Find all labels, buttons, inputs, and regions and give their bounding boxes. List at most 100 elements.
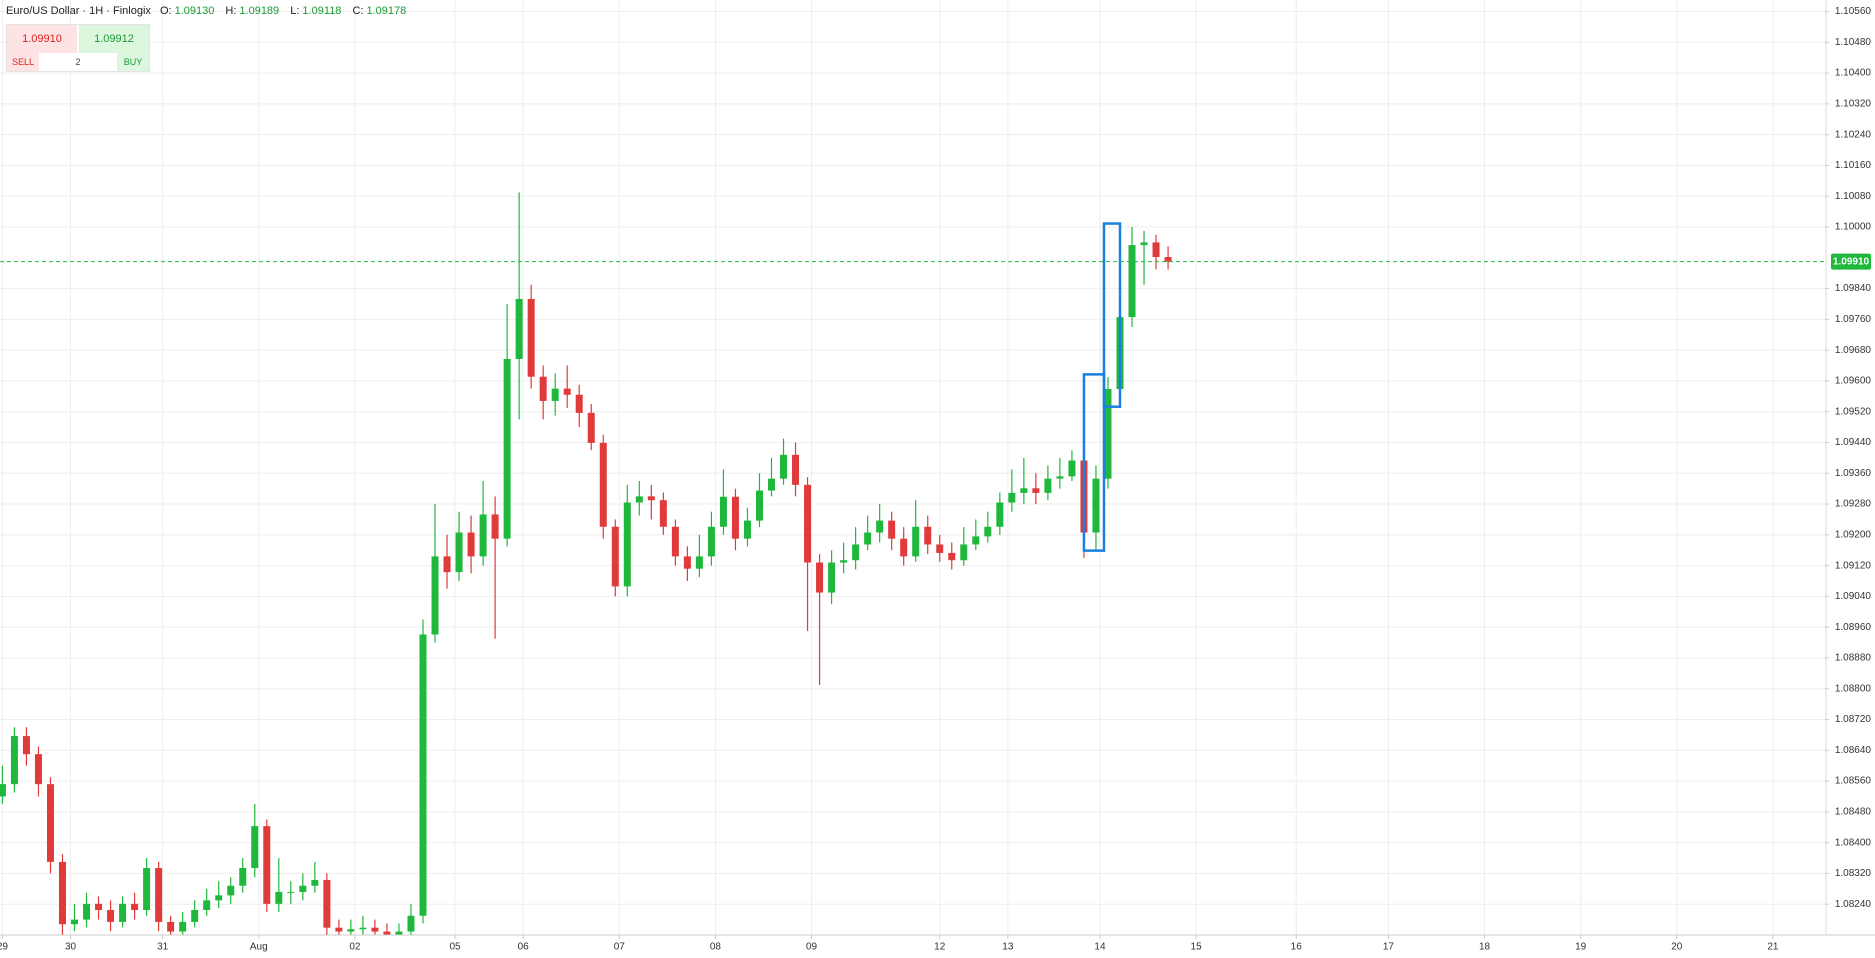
x-tick-label: 12 xyxy=(934,942,946,953)
ohlc-key: O: xyxy=(159,5,172,17)
x-tick-label: 16 xyxy=(1291,942,1303,953)
x-tick-label: 29 xyxy=(0,942,8,953)
candle-body xyxy=(10,736,18,785)
candle-body xyxy=(46,784,54,862)
candle-body xyxy=(635,496,643,503)
quantity-input[interactable]: 2 xyxy=(75,57,81,67)
buy-button[interactable]: BUY xyxy=(117,53,149,71)
candle-body xyxy=(563,388,571,395)
x-tick-label: 30 xyxy=(65,942,77,953)
candle-body xyxy=(719,496,727,527)
candle-body xyxy=(695,556,703,569)
candle-body xyxy=(731,496,739,539)
candle-body xyxy=(143,868,151,910)
chart-header: Euro/US Dollar · 1H · Finlogix O: 1.09130… xyxy=(6,5,407,17)
symbol: Euro/US Dollar xyxy=(6,5,80,17)
candle-body xyxy=(371,927,379,932)
candle-body xyxy=(755,490,763,521)
highlight-box xyxy=(1102,222,1122,408)
candle-body xyxy=(167,921,175,932)
last-price-label: 1.09910 xyxy=(1833,256,1870,267)
candle-body xyxy=(1128,245,1136,318)
x-tick-label: 21 xyxy=(1767,942,1779,953)
x-tick-label: 08 xyxy=(710,942,722,953)
x-tick-label: 31 xyxy=(157,942,169,953)
candle-body xyxy=(1008,492,1016,503)
candle-body xyxy=(527,298,535,377)
candle-body xyxy=(107,909,115,922)
x-tick-label: 13 xyxy=(1002,942,1014,953)
candle-body xyxy=(828,562,836,593)
candle-body xyxy=(239,868,247,886)
candle-body xyxy=(743,520,751,539)
y-tick-label: 1.08960 xyxy=(1835,622,1872,633)
x-tick-label: 05 xyxy=(449,942,461,953)
y-tick-label: 1.09520 xyxy=(1835,406,1872,417)
sell-button[interactable]: SELL xyxy=(7,53,39,71)
x-tick-label: 06 xyxy=(518,942,530,953)
candle-body xyxy=(671,526,679,557)
candle-body xyxy=(539,376,547,401)
candle-body xyxy=(816,562,824,593)
candle-body xyxy=(383,931,391,935)
candle-body xyxy=(215,895,223,901)
candle-body xyxy=(1056,476,1064,479)
candle-body xyxy=(780,454,788,479)
last-price-tag xyxy=(1831,253,1871,270)
candle-body xyxy=(960,544,968,561)
candle-body xyxy=(888,520,896,539)
candle-body xyxy=(1020,488,1028,493)
candle-body xyxy=(58,861,66,925)
candle-body xyxy=(275,891,283,904)
candle-body xyxy=(287,891,295,893)
candle-body xyxy=(455,532,463,573)
ohlc-value: 1.09178 xyxy=(366,5,407,17)
candle-body xyxy=(431,556,439,635)
y-tick-label: 1.09120 xyxy=(1835,560,1872,571)
candle-body xyxy=(443,556,451,573)
candle-body xyxy=(491,514,499,539)
y-tick-label: 1.09680 xyxy=(1835,345,1872,356)
y-tick-label: 1.09760 xyxy=(1835,314,1872,325)
candle-body xyxy=(71,919,79,925)
buy-price[interactable]: 1.09912 xyxy=(79,25,149,53)
candle-body xyxy=(335,927,343,932)
candle-body xyxy=(251,826,259,869)
candle-body xyxy=(647,496,655,501)
sell-price[interactable]: 1.09910 xyxy=(7,25,77,53)
y-tick-label: 1.09600 xyxy=(1835,376,1872,387)
candle-body xyxy=(467,532,475,557)
candle-body xyxy=(912,526,920,557)
interval: 1H xyxy=(89,5,104,17)
axes: 1.10560 1.10480 1.10400 1.10320 1.10240 1.101… xyxy=(0,6,1871,952)
candle-body xyxy=(1068,460,1076,477)
ohlc-value: 1.09118 xyxy=(302,5,342,17)
candle-body xyxy=(479,514,487,557)
y-tick-label: 1.09360 xyxy=(1835,468,1872,479)
candle-body xyxy=(792,454,800,485)
candle-body xyxy=(1152,242,1160,258)
candle-body xyxy=(575,394,583,413)
ohlc-value: 1.09189 xyxy=(239,5,280,17)
x-tick-label: 15 xyxy=(1191,942,1203,953)
candle-body xyxy=(34,754,42,785)
candle-body xyxy=(119,903,127,922)
ohlc-value: 1.09130 xyxy=(174,5,215,17)
candle-body xyxy=(299,885,307,892)
candle-body xyxy=(611,526,619,587)
candle-body xyxy=(131,903,139,910)
candle-body xyxy=(984,526,992,537)
candle-body xyxy=(936,544,944,553)
y-tick-label: 1.10000 xyxy=(1835,222,1872,233)
candle-body xyxy=(623,502,631,587)
candle-body xyxy=(179,921,187,932)
y-tick-label: 1.09440 xyxy=(1835,437,1872,448)
y-tick-label: 1.08880 xyxy=(1835,653,1872,664)
x-tick-label: 07 xyxy=(614,942,626,953)
candle-body xyxy=(1140,242,1148,246)
candle-body xyxy=(900,538,908,557)
candle-body xyxy=(323,879,331,928)
y-tick-label: 1.09200 xyxy=(1835,529,1872,540)
candle-body xyxy=(22,736,30,755)
